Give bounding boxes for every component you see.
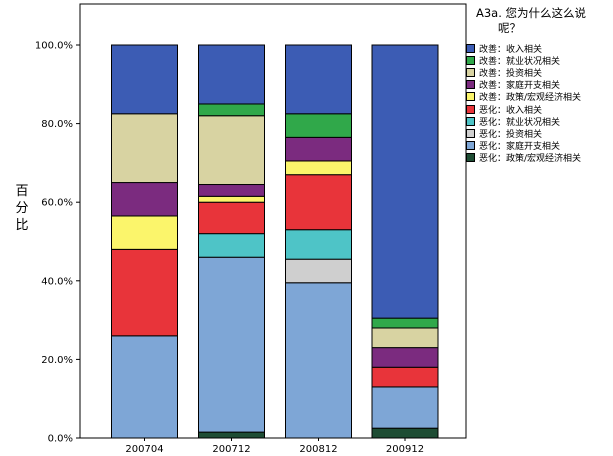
legend-item: 改善：就业状况相关 xyxy=(466,54,611,67)
legend-item: 恶化：政策/宏观经济相关 xyxy=(466,152,611,164)
y-axis-label-char: 百 xyxy=(15,184,28,199)
y-tick-label: 0.0% xyxy=(48,434,73,445)
y-axis: 0.0% 20.0% 40.0% 60.0% 80.0% 100.0% xyxy=(35,4,81,445)
legend-item: 改善：收入相关 xyxy=(466,42,611,55)
bar-segment xyxy=(285,160,352,176)
legend-label: 改善：家庭开支相关 xyxy=(479,81,561,92)
x-axis: 200704 200712 200812 200912 xyxy=(125,438,424,455)
y-tick-label: 40.0% xyxy=(41,276,73,287)
legend-title: A3a. 您为什么这么说 呢？ xyxy=(476,6,611,36)
legend-label: 恶化：政策/宏观经济相关 xyxy=(479,154,582,165)
bar-segment xyxy=(285,44,352,115)
legend-swatch xyxy=(466,104,475,114)
bar-segment xyxy=(371,427,439,439)
y-axis-label-char: 比 xyxy=(15,218,28,233)
bar-segment xyxy=(198,103,265,117)
bar-segment xyxy=(371,386,439,429)
bar-segment xyxy=(371,44,439,319)
legend: A3a. 您为什么这么说 呢？ 改善：收入相关 改善：就业状况相关 改善：投资相关改… xyxy=(466,6,611,164)
bar-segment xyxy=(111,182,178,217)
bar-segment xyxy=(111,215,178,250)
y-axis-label: 百分比 xyxy=(15,184,28,233)
bar-segment xyxy=(198,431,265,439)
bar-segment xyxy=(371,327,439,349)
legend-item: 恶化：收入相关 xyxy=(466,103,611,116)
legend-title-line: A3a. 您为什么这么说 xyxy=(476,6,587,20)
bar-segment xyxy=(198,115,265,186)
bar-segment xyxy=(198,44,265,105)
bar-segment xyxy=(285,113,352,138)
legend-item: 改善：投资相关 xyxy=(466,66,611,79)
legend-swatch xyxy=(466,116,475,126)
legend-item: 恶化：投资相关 xyxy=(466,127,611,140)
legend-label: 恶化：投资相关 xyxy=(479,129,543,140)
legend-label: 恶化：就业状况相关 xyxy=(479,117,561,128)
y-axis-title: 百分比 xyxy=(15,184,28,233)
bar-segment xyxy=(198,233,265,258)
legend-swatch xyxy=(466,80,475,90)
legend-item: 改善：家庭开支相关 xyxy=(466,79,611,91)
legend-swatch xyxy=(466,55,475,65)
legend-swatch xyxy=(466,128,475,138)
legend-swatch xyxy=(466,141,475,151)
x-tick-label: 200812 xyxy=(299,444,337,455)
legend-label: 改善：政策/宏观经济相关 xyxy=(479,93,582,104)
bar-segment xyxy=(371,366,439,388)
x-tick-label: 200712 xyxy=(212,444,250,455)
bar-segment xyxy=(198,256,265,433)
legend-items: 改善：收入相关 改善：就业状况相关 改善：投资相关改善：家庭开支相关 改善：政策/宏观… xyxy=(466,42,611,164)
y-tick-label: 80.0% xyxy=(41,119,73,130)
legend-label: 恶化：家庭开支相关 xyxy=(479,142,561,153)
bar-segment xyxy=(198,195,265,203)
bar-segment xyxy=(285,174,352,231)
bar-segment xyxy=(285,282,352,439)
legend-label: 改善：投资相关 xyxy=(479,68,543,79)
bars-layer xyxy=(111,44,439,439)
bar-segment xyxy=(111,335,178,439)
legend-item: 恶化：就业状况相关 xyxy=(466,115,611,128)
x-tick-label: 200912 xyxy=(386,444,424,455)
legend-title-line: 呢？ xyxy=(498,21,521,35)
legend-swatch xyxy=(466,43,475,53)
legend-label: 改善：就业状况相关 xyxy=(479,56,561,67)
legend-swatch xyxy=(466,153,475,163)
bar-segment xyxy=(198,184,265,197)
x-tick-label: 200704 xyxy=(125,444,163,455)
bar-segment xyxy=(371,317,439,329)
legend-item: 改善：政策/宏观经济相关 xyxy=(466,91,611,103)
legend-label: 改善：收入相关 xyxy=(479,44,543,55)
bar-segment xyxy=(371,347,439,368)
legend-swatch xyxy=(466,92,475,102)
bar-segment xyxy=(111,248,178,337)
y-tick-label: 20.0% xyxy=(41,355,73,366)
legend-label: 恶化：收入相关 xyxy=(479,105,543,116)
bar-segment xyxy=(198,201,265,235)
legend-swatch xyxy=(466,67,475,77)
bar-segment xyxy=(111,113,178,184)
bar-segment xyxy=(285,136,352,162)
y-tick-label: 60.0% xyxy=(41,198,73,209)
bar-segment xyxy=(111,44,178,115)
bar-segment xyxy=(285,229,352,260)
bar-segment xyxy=(285,258,352,284)
y-axis-label-char: 分 xyxy=(15,201,28,216)
y-tick-label: 100.0% xyxy=(35,41,73,52)
legend-item: 恶化：家庭开支相关 xyxy=(466,140,611,152)
